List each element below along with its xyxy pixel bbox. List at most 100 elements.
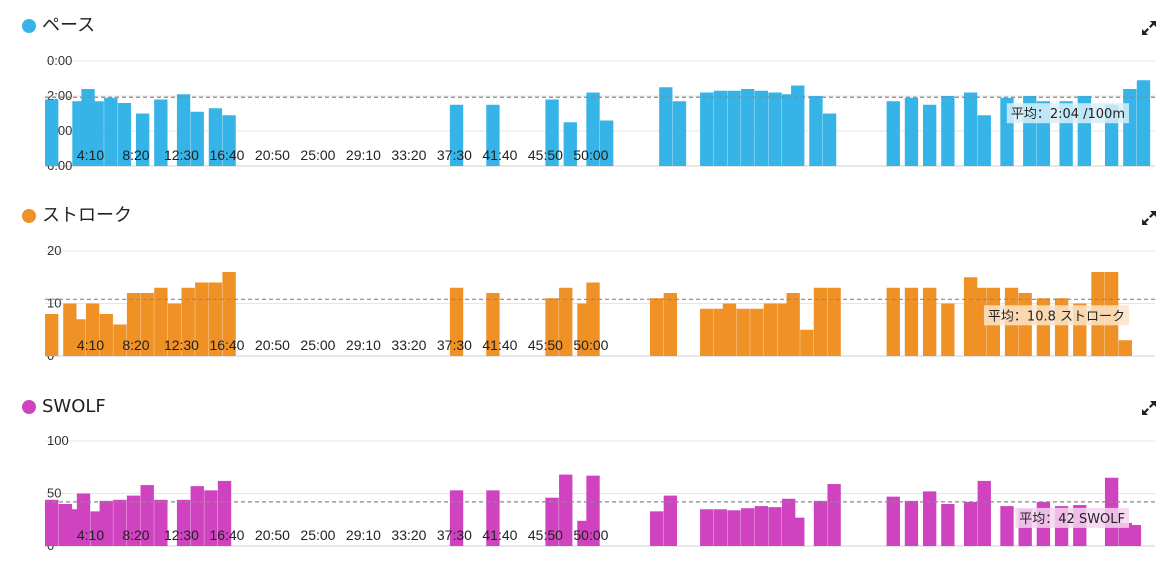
stroke-average-label: 平均：10.8 ストローク xyxy=(983,305,1129,326)
pace-bar xyxy=(1123,89,1137,166)
stroke-x-tick-label: 29:10 xyxy=(346,337,381,353)
stroke-expand-icon[interactable] xyxy=(1140,209,1158,227)
svg-text:平均：2:04 /100m: 平均：2:04 /100m xyxy=(1011,107,1125,122)
swolf-bar xyxy=(963,501,978,546)
stroke-bar xyxy=(700,308,714,356)
stroke-bar xyxy=(786,293,800,356)
swolf-x-tick-label: 12:30 xyxy=(164,527,199,543)
pace-x-tick-label: 25:00 xyxy=(300,147,335,163)
swolf-x-tick-label: 37:30 xyxy=(437,527,472,543)
swolf-x-tick-label: 45:50 xyxy=(528,527,563,543)
swolf-bar xyxy=(941,504,955,546)
stroke-bar xyxy=(140,293,154,356)
svg-text:平均：42 SWOLF: 平均：42 SWOLF xyxy=(1019,512,1125,527)
pace-expand-icon[interactable] xyxy=(1140,19,1158,37)
swolf-bar xyxy=(663,495,678,546)
stroke-bar xyxy=(941,303,955,356)
pace-x-tick-label: 12:30 xyxy=(164,147,199,163)
pace-bar xyxy=(222,115,236,166)
swolf-bar xyxy=(45,499,59,546)
pace-bar xyxy=(90,101,104,166)
swolf-bar xyxy=(700,509,714,546)
pace-x-tick-label: 45:50 xyxy=(528,147,563,163)
swolf-y-tick-label: 50 xyxy=(47,486,61,501)
swolf-title: SWOLF xyxy=(42,396,106,417)
pace-bar xyxy=(154,99,168,166)
stroke-bar xyxy=(922,287,937,356)
stroke-legend-dot xyxy=(22,209,36,223)
swolf-bar xyxy=(1127,525,1142,546)
stroke-title: ストローク xyxy=(42,205,132,226)
swolf-x-tick-label: 50:00 xyxy=(573,527,608,543)
swolf-bar xyxy=(217,480,232,546)
swolf-bar xyxy=(76,493,91,546)
stroke-bar xyxy=(973,287,987,356)
svg-text:平均：10.8 ストローク: 平均：10.8 ストローク xyxy=(988,309,1125,324)
swolf-average-label: 平均：42 SWOLF xyxy=(1015,507,1129,528)
swolf-bar xyxy=(791,517,805,546)
swolf-bar xyxy=(154,499,168,546)
swolf-x-tick-label: 20:50 xyxy=(255,527,290,543)
swolf-bar xyxy=(586,475,600,546)
swolf-bar xyxy=(449,490,464,546)
pace-bar xyxy=(977,115,991,166)
pace-y-tick-label: 0:00 xyxy=(47,53,72,68)
stroke-bar xyxy=(222,272,236,356)
swolf-bar xyxy=(99,500,113,546)
swolf-bar xyxy=(204,490,218,546)
pace-chart: 0:002:004:006:004:10 8:20 12:30 16:40 20:50 2… xyxy=(45,53,1155,173)
stroke-x-tick-label: 50:00 xyxy=(573,337,608,353)
pace-y-tick-label: 2:00 xyxy=(47,88,72,103)
swolf-bar xyxy=(886,496,900,546)
pace-x-tick-label: 50:00 xyxy=(573,147,608,163)
stroke-bar xyxy=(650,298,664,356)
swolf-legend-dot xyxy=(22,400,36,414)
swolf-bar xyxy=(140,485,154,546)
stroke-x-tick-label: 45:50 xyxy=(528,337,563,353)
swolf-bar xyxy=(827,484,841,546)
stroke-bar xyxy=(486,293,500,356)
pace-bar xyxy=(104,97,118,166)
pace-bar xyxy=(727,90,741,166)
swolf-x-tick-label: 16:40 xyxy=(209,527,244,543)
swolf-bar xyxy=(1000,506,1014,546)
stroke-x-tick-label: 8:20 xyxy=(122,337,149,353)
pace-x-tick-label: 41:40 xyxy=(482,147,517,163)
swolf-x-tick-label: 41:40 xyxy=(482,527,517,543)
swolf-x-tick-label: 29:10 xyxy=(346,527,381,543)
swolf-bar xyxy=(545,497,559,546)
stroke-bar xyxy=(736,308,750,356)
pace-bar xyxy=(741,89,755,166)
swolf-bar xyxy=(650,511,664,546)
pace-x-tick-label: 20:50 xyxy=(255,147,290,163)
pace-bar xyxy=(208,108,223,166)
stroke-bar xyxy=(1118,340,1132,356)
stroke-bar xyxy=(126,293,141,356)
stroke-bar xyxy=(886,287,900,356)
swolf-y-tick-label: 100 xyxy=(47,433,69,448)
pace-title: ペース xyxy=(42,15,96,36)
stroke-x-tick-label: 37:30 xyxy=(437,337,472,353)
swolf-bar xyxy=(922,491,937,546)
pace-bar xyxy=(117,103,132,166)
swolf-bar xyxy=(977,480,991,546)
stroke-chart: 201004:108:2012:3016:4020:5025:0029:1033… xyxy=(45,243,1155,363)
swolf-bar xyxy=(904,500,919,546)
stroke-bar xyxy=(722,303,737,356)
pace-bar xyxy=(1136,80,1151,166)
stroke-bar xyxy=(663,293,678,356)
stroke-x-tick-label: 16:40 xyxy=(209,337,244,353)
swolf-expand-icon[interactable] xyxy=(1140,399,1158,417)
swolf-bar xyxy=(486,490,500,546)
pace-bar xyxy=(486,104,500,166)
stroke-bar xyxy=(113,324,127,356)
stroke-bar xyxy=(181,287,195,356)
pace-bar xyxy=(190,111,204,166)
pace-x-tick-label: 29:10 xyxy=(346,147,381,163)
pace-bar xyxy=(822,113,837,166)
stroke-y-tick-label: 10 xyxy=(47,296,61,311)
pace-bar xyxy=(672,101,687,166)
swolf-x-tick-label: 4:10 xyxy=(77,527,104,543)
pace-bar xyxy=(809,96,823,166)
